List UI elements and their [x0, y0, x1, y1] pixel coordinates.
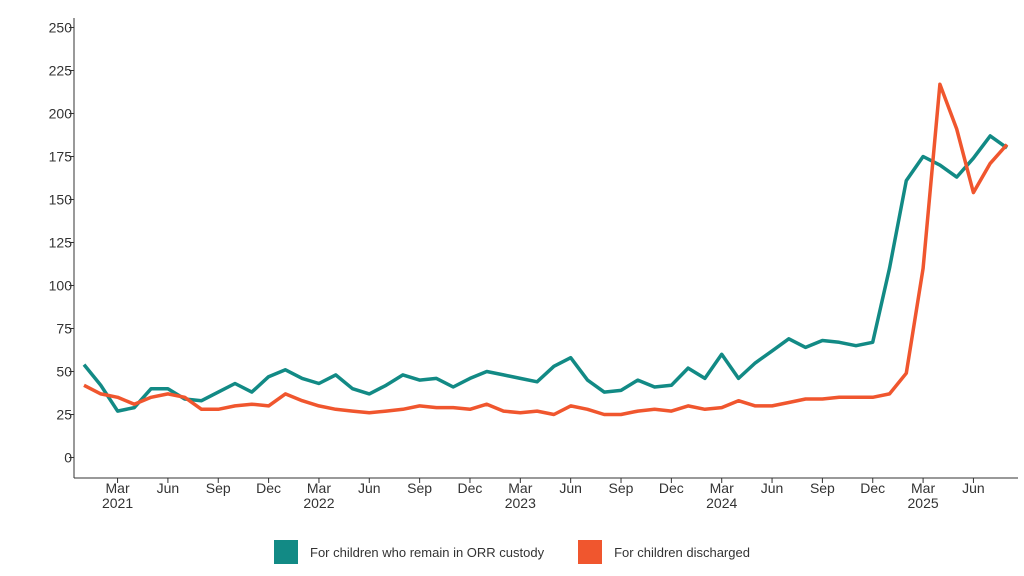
series-line-orr-custody [82, 134, 1009, 413]
legend-item-discharged: For children discharged [578, 540, 750, 564]
x-tick-label: Dec [659, 480, 684, 496]
x-tick-label: Mar [508, 480, 532, 496]
x-tick-label: Dec [256, 480, 281, 496]
x-tick-label: Sep [407, 480, 432, 496]
series-lines [82, 82, 1009, 417]
y-tick-label: 225 [49, 63, 73, 79]
x-tick-label: Mar [710, 480, 734, 496]
y-tick-label: 25 [56, 407, 72, 423]
x-tick-label: Sep [609, 480, 634, 496]
y-tick-label: 150 [49, 192, 73, 208]
y-axis: 0 25 50 75 100 125 150 175 200 225 250 [49, 18, 75, 478]
y-tick-label: 200 [49, 106, 73, 122]
x-tick-year-label: 2023 [505, 495, 536, 511]
y-tick-label: 75 [56, 321, 72, 337]
x-tick-label: Jun [559, 480, 582, 496]
x-tick-year-label: 2021 [102, 495, 133, 511]
chart-legend: For children who remain in ORR custody F… [0, 536, 1024, 568]
y-tick-label: 100 [49, 278, 73, 294]
legend-item-orr-custody: For children who remain in ORR custody [274, 540, 544, 564]
legend-label-orr-custody: For children who remain in ORR custody [310, 544, 545, 560]
x-tick-label: Jun [962, 480, 985, 496]
y-tick-label: 125 [49, 235, 73, 251]
x-tick-label: Jun [761, 480, 784, 496]
x-tick-label: Mar [106, 480, 130, 496]
x-tick-label: Jun [157, 480, 180, 496]
x-tick-label: Sep [206, 480, 231, 496]
x-tick-label: Dec [860, 480, 885, 496]
x-tick-year-label: 2024 [706, 495, 737, 511]
x-tick-year-label: 2022 [303, 495, 334, 511]
legend-swatch-discharged [578, 540, 603, 564]
y-tick-label: 175 [49, 149, 73, 165]
x-tick-label: Jun [358, 480, 381, 496]
legend-swatch-orr-custody [274, 540, 299, 564]
y-tick-label: 50 [56, 364, 72, 380]
x-tick-label: Mar [911, 480, 935, 496]
x-tick-year-label: 2025 [908, 495, 939, 511]
x-tick-label: Mar [307, 480, 331, 496]
legend-label-discharged: For children discharged [614, 544, 750, 560]
x-tick-label: Sep [810, 480, 835, 496]
series-line-discharged [83, 82, 1009, 417]
y-tick-label: 250 [49, 20, 73, 36]
y-tick-label: 0 [64, 450, 72, 466]
x-tick-label: Dec [458, 480, 483, 496]
